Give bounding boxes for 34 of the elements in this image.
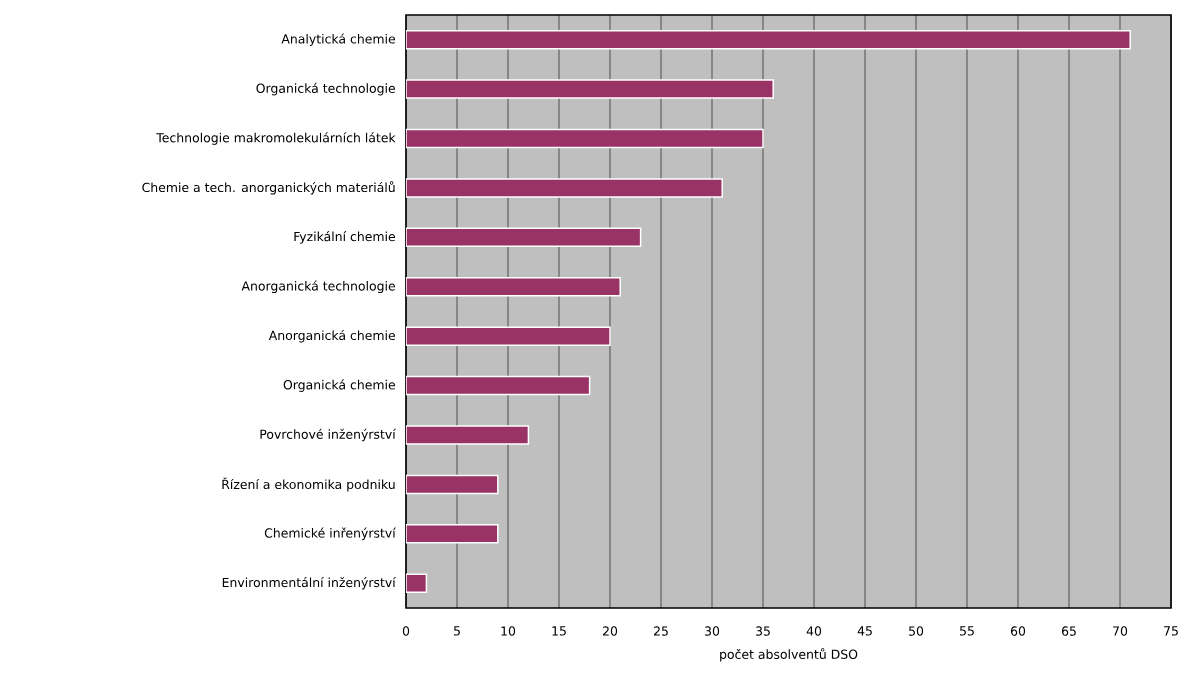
x-tick-label: 60 [1010,626,1026,636]
x-tick-label: 20 [602,626,618,636]
bar [406,375,591,396]
y-tick-label: Řízení a ekonomika podniku [222,477,395,492]
x-tick-label: 70 [1113,626,1128,636]
x-tick-label: 65 [1061,626,1076,636]
y-tick-label: Organická chemie [283,379,395,392]
bar [406,128,764,149]
y-tick-label: Povrchové inženýrství [260,428,397,442]
y-tick-label: Anorganická technologie [241,280,396,294]
x-tick-label: 15 [552,626,566,636]
x-tick-label: 35 [756,626,770,636]
x-tick-label: 75 [1164,626,1178,636]
y-tick-label: Anorganická chemie [268,329,396,343]
x-tick-label: 45 [857,626,872,636]
x-tick-label: 55 [960,626,974,636]
y-tick-label: Fyzikální chemie [294,231,395,244]
bar [406,29,1131,50]
x-axis-title: počet absolventů DSO [720,648,858,662]
bar [406,227,642,248]
y-tick-label: Environmentální inženýrství [222,577,397,590]
x-tick-label: 25 [653,626,668,636]
x-tick-label: 30 [705,626,720,636]
x-tick-label: 0 [402,626,410,636]
y-tick-label: Organická technologie [256,82,396,96]
x-tick-label: 5 [454,626,460,636]
x-tick-label: 40 [806,626,822,636]
bar [406,474,499,495]
x-tick-label: 10 [501,626,516,636]
y-tick-label: Chemické inřenýrství [264,527,396,541]
y-tick-label: Technologie makromolekulárních látek [156,132,396,145]
x-tick-label: 50 [909,626,924,636]
y-tick-label: Chemie a tech. anorganických materiálů [142,181,395,195]
y-tick-label: Analytická chemie [281,33,396,46]
